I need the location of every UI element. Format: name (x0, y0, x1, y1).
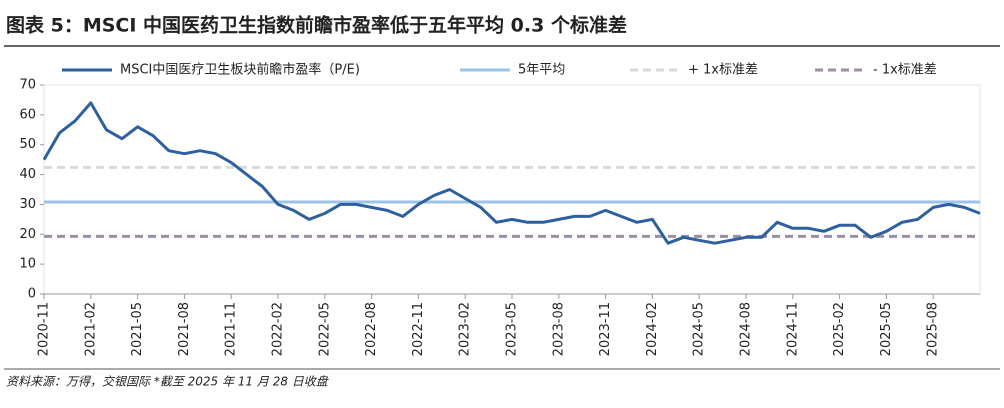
x-tick-label: 2023-11 (598, 302, 613, 356)
x-tick-label: 2022-05 (317, 302, 332, 356)
x-tick-label: 2024-05 (692, 302, 707, 356)
y-tick-label: 70 (19, 78, 36, 93)
x-tick-label: 2021-05 (130, 302, 145, 356)
x-tick-label: 2021-08 (177, 302, 192, 356)
legend-label: - 1x标准差 (873, 63, 937, 78)
x-tick-label: 2024-11 (785, 302, 800, 356)
x-tick-label: 2024-02 (645, 302, 660, 356)
legend-label: MSCI中国医疗卫生板块前瞻市盈率（P/E) (120, 62, 360, 78)
x-tick-label: 2025-05 (879, 302, 894, 356)
x-tick-label: 2025-02 (832, 302, 847, 356)
legend-label: + 1x标准差 (688, 63, 758, 78)
x-tick-label: 2021-02 (83, 302, 98, 356)
y-tick-label: 10 (19, 257, 36, 272)
y-tick-label: 20 (19, 227, 36, 242)
chart-title: 图表 5：MSCI 中国医药卫生指数前瞻市盈率低于五年平均 0.3 个标准差 (6, 14, 627, 37)
x-tick-label: 2024-08 (739, 302, 754, 356)
y-tick-label: 30 (19, 197, 36, 212)
series-line (42, 101, 981, 245)
x-tick-label: 2022-11 (411, 302, 426, 356)
x-tick-label: 2020-11 (37, 302, 52, 356)
plot-frame (43, 84, 981, 295)
x-tick-label: 2023-08 (551, 302, 566, 356)
x-tick-label: 2021-11 (224, 302, 239, 356)
legend-label: 5年平均 (518, 63, 565, 78)
source-note: 资料来源：万得，交银国际 *截至 2025 年 11 月 28 日收盘 (6, 375, 330, 389)
x-tick-label: 2022-02 (271, 302, 286, 356)
x-tick-label: 2022-08 (364, 302, 379, 356)
y-tick-label: 40 (19, 167, 36, 182)
x-tick-label: 2025-08 (926, 302, 941, 356)
y-tick-label: 50 (19, 137, 36, 152)
y-tick-label: 60 (19, 107, 36, 122)
y-tick-label: 0 (28, 287, 36, 302)
x-tick-label: 2023-05 (505, 302, 520, 356)
x-tick-label: 2023-02 (458, 302, 473, 356)
